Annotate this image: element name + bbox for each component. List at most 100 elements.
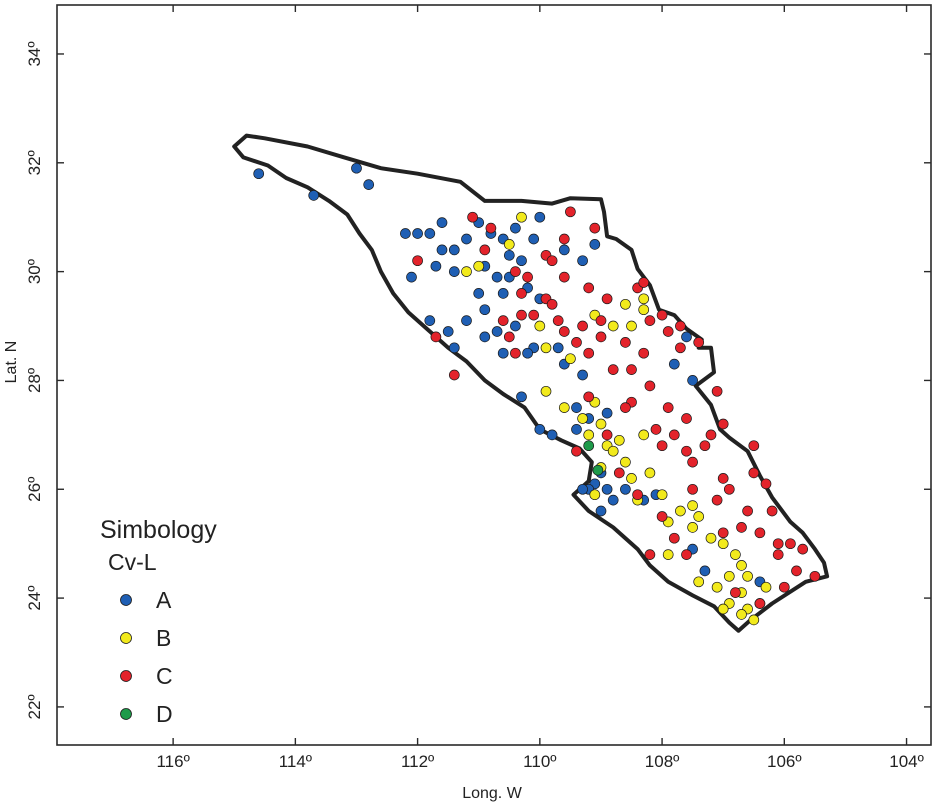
x-tick-label: 104º xyxy=(889,752,924,771)
point-b xyxy=(577,413,588,424)
point-b xyxy=(730,549,741,560)
point-c xyxy=(510,347,521,359)
point-b xyxy=(540,385,552,397)
y-tick-label: 26º xyxy=(25,477,44,502)
point-a xyxy=(491,326,503,337)
x-tick-label: 108º xyxy=(645,752,680,771)
legend-marker-c xyxy=(120,670,132,682)
legend-label-b: B xyxy=(156,625,171,651)
point-b xyxy=(638,293,650,305)
point-b xyxy=(534,320,546,332)
point-c xyxy=(558,326,570,337)
x-axis-title: Long. W xyxy=(462,785,522,802)
point-a xyxy=(546,429,558,441)
point-c xyxy=(546,298,558,310)
point-a xyxy=(571,402,582,413)
point-b xyxy=(687,500,698,511)
point-a xyxy=(479,331,491,343)
point-c xyxy=(791,565,802,577)
point-c xyxy=(675,320,686,332)
point-c xyxy=(656,440,668,452)
point-c xyxy=(760,478,772,490)
point-c xyxy=(546,255,558,267)
point-b xyxy=(687,522,698,533)
point-a xyxy=(534,211,546,223)
point-c xyxy=(595,315,607,326)
x-tick-label: 116º xyxy=(156,752,189,771)
x-tick-label: 114º xyxy=(279,752,312,771)
point-c xyxy=(479,244,491,256)
data-points xyxy=(253,162,821,626)
point-b xyxy=(595,418,607,430)
point-c xyxy=(766,505,778,517)
point-b xyxy=(626,473,637,484)
point-a xyxy=(601,483,613,495)
point-c xyxy=(748,440,760,452)
point-a xyxy=(497,288,509,299)
point-b xyxy=(711,581,723,593)
point-c xyxy=(687,456,698,468)
point-a xyxy=(577,369,588,381)
point-d xyxy=(592,464,604,476)
legend-item-b: B xyxy=(120,625,171,651)
legend-label-a: A xyxy=(156,587,172,613)
y-tick-label: 32º xyxy=(25,150,44,175)
point-c xyxy=(723,483,735,495)
point-b xyxy=(565,353,576,365)
point-c xyxy=(589,222,601,234)
point-c xyxy=(668,532,680,544)
point-a xyxy=(424,315,436,326)
point-c xyxy=(693,337,705,348)
point-b xyxy=(705,532,717,544)
point-c xyxy=(681,445,692,457)
point-c xyxy=(711,385,723,397)
point-a xyxy=(406,271,417,283)
point-a xyxy=(436,244,448,256)
point-a xyxy=(558,244,570,256)
point-b xyxy=(626,320,637,332)
point-c xyxy=(412,255,423,267)
point-b xyxy=(736,609,747,620)
legend-marker-d xyxy=(120,708,132,720)
point-c xyxy=(681,549,692,560)
point-a xyxy=(577,483,588,495)
series-c xyxy=(412,206,821,609)
point-b xyxy=(589,489,601,501)
point-b xyxy=(760,581,772,593)
point-b xyxy=(607,320,619,332)
point-a xyxy=(412,228,423,239)
point-a xyxy=(589,239,601,250)
point-c xyxy=(638,277,650,288)
point-c xyxy=(772,549,784,560)
point-c xyxy=(656,309,668,321)
point-c xyxy=(705,429,717,441)
point-a xyxy=(571,424,582,435)
point-a xyxy=(442,326,454,337)
point-a xyxy=(552,342,564,354)
point-c xyxy=(717,473,729,484)
plot-frame xyxy=(56,4,932,746)
y-tick-label: 30º xyxy=(25,259,44,284)
point-b xyxy=(620,456,631,468)
point-c xyxy=(687,483,698,495)
point-c xyxy=(656,511,668,522)
series-d xyxy=(583,440,604,476)
point-c xyxy=(601,429,613,441)
legend-label-c: C xyxy=(156,663,173,689)
point-c xyxy=(583,282,595,294)
point-c xyxy=(754,598,766,609)
legend-marker-b xyxy=(120,632,132,644)
point-b xyxy=(620,298,631,310)
point-c xyxy=(571,445,582,457)
point-c xyxy=(558,271,570,283)
point-a xyxy=(620,483,631,495)
point-c xyxy=(754,527,766,539)
legend-item-a: A xyxy=(120,587,172,613)
point-b xyxy=(540,342,552,354)
point-a xyxy=(461,233,472,245)
point-a xyxy=(516,391,527,403)
point-c xyxy=(662,326,674,337)
point-b xyxy=(723,570,735,582)
point-c xyxy=(577,320,588,332)
